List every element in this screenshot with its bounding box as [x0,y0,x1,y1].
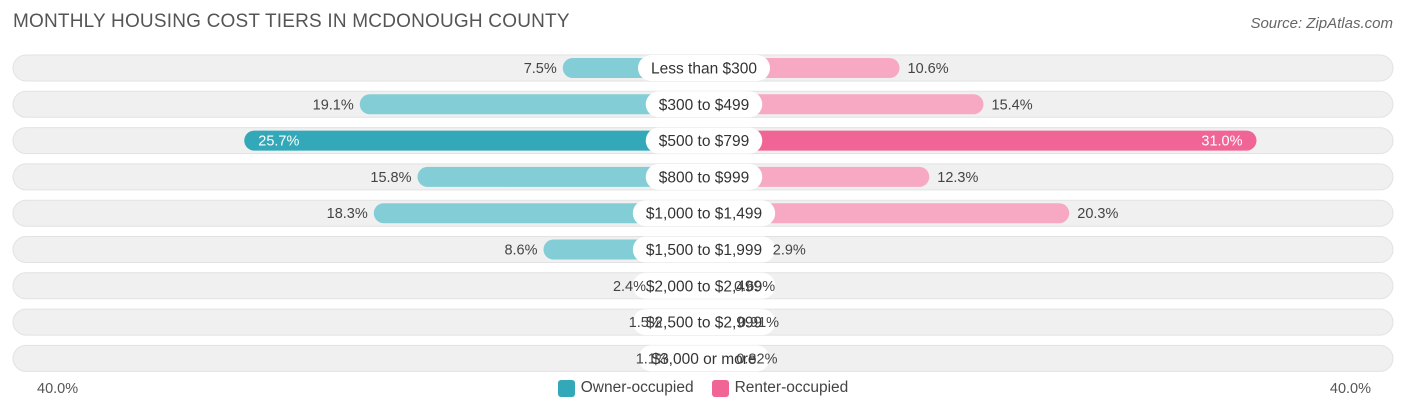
category-label: Less than $300 [651,61,757,78]
renter-value-label: 12.3% [937,170,978,186]
owner-value-label: 19.1% [313,97,354,113]
category-pill [638,345,770,372]
owner-value-label: 1.1% [636,351,669,367]
category-pill [632,236,776,263]
category-pill [632,309,776,336]
renter-value-label: 15.4% [992,97,1033,113]
chart-title: MONTHLY HOUSING COST TIERS IN MCDONOUGH … [13,11,570,32]
category-label: $800 to $999 [659,169,750,186]
renter-value-label: 0.82% [736,351,777,367]
table-row: $500 to $799 25.7% 31.0% [12,127,1394,155]
renter-value-label: 10.6% [908,61,949,77]
diverging-bar-chart: Less than $300 7.5% 10.6% $300 to $499 19.1%… [12,54,1394,372]
axis-min-label: 40.0% [37,381,79,397]
category-pill [645,91,763,118]
legend-item-owner: Owner-occupied [557,379,694,397]
owner-value-label: 1.5% [629,315,662,331]
table-row: $1,500 to $1,999 8.6% 2.9% [12,236,1394,263]
category-label: $1,500 to $1,999 [646,242,762,259]
category-pill [637,55,771,81]
renter-bar [704,94,984,115]
legend-swatch-owner [557,379,575,397]
category-pill [645,127,763,154]
category-label: $500 to $799 [659,133,750,150]
axis-max-label: 40.0% [1329,381,1371,397]
category-label: $2,500 to $2,999 [646,315,762,332]
owner-value-label: 7.5% [524,61,557,77]
legend-label-renter: Renter-occupied [734,379,849,396]
table-row: Less than $300 7.5% 10.6% [12,54,1394,82]
table-row: $800 to $999 15.8% 12.3% [12,163,1394,191]
renter-value-label: 0.69% [734,279,775,295]
renter-value-label: 20.3% [1077,206,1118,222]
owner-value-label: 25.7% [258,134,299,150]
category-label: $300 to $499 [659,97,750,114]
owner-value-label: 8.6% [504,243,537,259]
renter-value-label: 0.91% [738,315,779,331]
legend-item-renter: Renter-occupied [711,379,849,397]
category-label: $2,000 to $2,499 [646,278,762,295]
owner-value-label: 15.8% [370,170,411,186]
renter-value-label: 2.9% [773,243,806,259]
category-label: $1,000 to $1,499 [646,206,762,223]
legend-label-owner: Owner-occupied [580,379,694,396]
renter-value-label: 31.0% [1201,134,1242,150]
owner-bar [373,203,704,224]
category-pill [632,272,776,299]
legend-swatch-renter [711,379,729,397]
owner-bar [417,166,704,187]
owner-value-label: 18.3% [327,206,368,222]
table-row: $300 to $499 19.1% 15.4% [12,90,1394,118]
source-credit: Source: ZipAtlas.com [1250,15,1393,32]
renter-bar [704,203,1070,224]
table-row: $1,000 to $1,499 18.3% 20.3% [12,199,1394,227]
renter-bar [704,130,1257,151]
legend: Owner-occupied Renter-occupied [0,379,1406,397]
category-pill [632,200,776,227]
owner-bar [244,130,704,151]
category-label: $3,000 or more [651,351,756,368]
category-pill [645,163,763,190]
owner-bar [359,94,704,115]
owner-value-label: 2.4% [613,279,646,295]
